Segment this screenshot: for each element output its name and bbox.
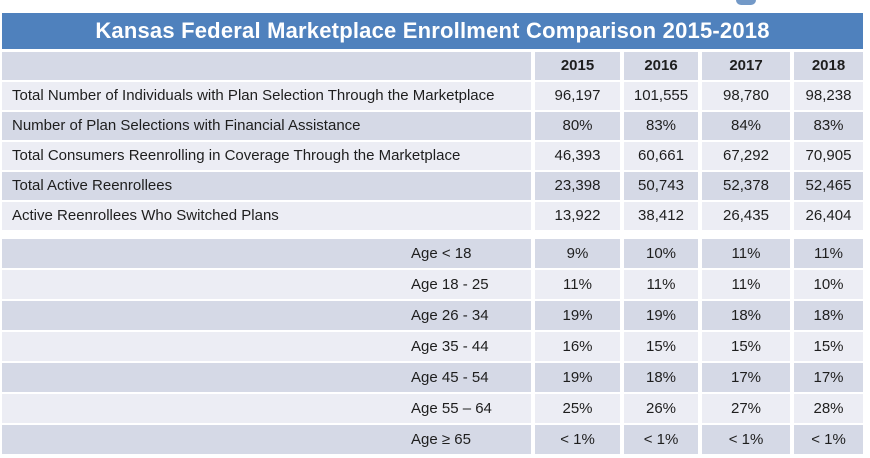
- row-label: Age < 18: [2, 239, 531, 268]
- row-label: Age 45 - 54: [2, 363, 531, 392]
- value-cell: 38,412: [624, 202, 698, 230]
- value-cell: < 1%: [624, 425, 698, 454]
- value-cell: 13,922: [535, 202, 620, 230]
- row-total-plan-selections: Total Number of Individuals with Plan Se…: [2, 82, 863, 110]
- row-consumers-reenrolling: Total Consumers Reenrolling in Coverage …: [2, 142, 863, 170]
- value-cell: 18%: [624, 363, 698, 392]
- value-cell: 52,378: [702, 172, 790, 200]
- row-label: Age 35 - 44: [2, 332, 531, 361]
- value-cell: 98,780: [702, 82, 790, 110]
- value-cell: 15%: [702, 332, 790, 361]
- value-cell: 50,743: [624, 172, 698, 200]
- value-cell: 11%: [702, 270, 790, 299]
- enrollment-table: 2015 2016 2017 2018 Total Number of Indi…: [2, 52, 863, 454]
- value-cell: 19%: [535, 363, 620, 392]
- value-cell: 67,292: [702, 142, 790, 170]
- value-cell: 15%: [624, 332, 698, 361]
- value-cell: < 1%: [794, 425, 863, 454]
- row-age-26-34: Age 26 - 34 19% 19% 18% 18%: [2, 301, 863, 330]
- row-label: Age 18 - 25: [2, 270, 531, 299]
- row-age-55-64: Age 55 – 64 25% 26% 27% 28%: [2, 394, 863, 423]
- row-label: Number of Plan Selections with Financial…: [2, 112, 531, 140]
- table-title: Kansas Federal Marketplace Enrollment Co…: [95, 18, 770, 43]
- value-cell: 25%: [535, 394, 620, 423]
- value-cell: 11%: [702, 239, 790, 268]
- row-age-35-44: Age 35 - 44 16% 15% 15% 15%: [2, 332, 863, 361]
- value-cell: 18%: [794, 301, 863, 330]
- row-age-18-25: Age 18 - 25 11% 11% 11% 10%: [2, 270, 863, 299]
- value-cell: 28%: [794, 394, 863, 423]
- value-cell: 11%: [794, 239, 863, 268]
- value-cell: 10%: [624, 239, 698, 268]
- value-cell: 9%: [535, 239, 620, 268]
- row-total-active-reenrollees: Total Active Reenrollees 23,398 50,743 5…: [2, 172, 863, 200]
- row-label: Age 26 - 34: [2, 301, 531, 330]
- row-label: Total Number of Individuals with Plan Se…: [2, 82, 531, 110]
- column-header-2018: 2018: [794, 52, 863, 80]
- row-switched-plans: Active Reenrollees Who Switched Plans 13…: [2, 202, 863, 230]
- row-age-under-18: Age < 18 9% 10% 11% 11%: [2, 239, 863, 268]
- value-cell: 27%: [702, 394, 790, 423]
- value-cell: 18%: [702, 301, 790, 330]
- value-cell: 98,238: [794, 82, 863, 110]
- background-shape-artifact: [736, 0, 756, 5]
- section-divider-gap: [2, 232, 863, 237]
- row-age-65-plus: Age ≥ 65 < 1% < 1% < 1% < 1%: [2, 425, 863, 454]
- value-cell: 19%: [535, 301, 620, 330]
- value-cell: 11%: [624, 270, 698, 299]
- value-cell: 17%: [702, 363, 790, 392]
- corner-cell: [2, 52, 531, 80]
- value-cell: 26%: [624, 394, 698, 423]
- value-cell: 84%: [702, 112, 790, 140]
- value-cell: 83%: [624, 112, 698, 140]
- value-cell: 70,905: [794, 142, 863, 170]
- value-cell: 16%: [535, 332, 620, 361]
- row-label: Total Consumers Reenrolling in Coverage …: [2, 142, 531, 170]
- value-cell: 19%: [624, 301, 698, 330]
- value-cell: 101,555: [624, 82, 698, 110]
- value-cell: 80%: [535, 112, 620, 140]
- table-title-bar: Kansas Federal Marketplace Enrollment Co…: [2, 13, 863, 49]
- row-label: Active Reenrollees Who Switched Plans: [2, 202, 531, 230]
- value-cell: 46,393: [535, 142, 620, 170]
- row-label: Total Active Reenrollees: [2, 172, 531, 200]
- column-header-2017: 2017: [702, 52, 790, 80]
- year-header-row: 2015 2016 2017 2018: [2, 52, 863, 80]
- value-cell: 52,465: [794, 172, 863, 200]
- value-cell: 15%: [794, 332, 863, 361]
- row-financial-assistance: Number of Plan Selections with Financial…: [2, 112, 863, 140]
- column-header-2016: 2016: [624, 52, 698, 80]
- value-cell: 83%: [794, 112, 863, 140]
- value-cell: < 1%: [702, 425, 790, 454]
- value-cell: 60,661: [624, 142, 698, 170]
- value-cell: 23,398: [535, 172, 620, 200]
- value-cell: 96,197: [535, 82, 620, 110]
- row-age-45-54: Age 45 - 54 19% 18% 17% 17%: [2, 363, 863, 392]
- column-header-2015: 2015: [535, 52, 620, 80]
- value-cell: 26,435: [702, 202, 790, 230]
- value-cell: 26,404: [794, 202, 863, 230]
- value-cell: < 1%: [535, 425, 620, 454]
- row-label: Age ≥ 65: [2, 425, 531, 454]
- row-label: Age 55 – 64: [2, 394, 531, 423]
- value-cell: 11%: [535, 270, 620, 299]
- value-cell: 10%: [794, 270, 863, 299]
- value-cell: 17%: [794, 363, 863, 392]
